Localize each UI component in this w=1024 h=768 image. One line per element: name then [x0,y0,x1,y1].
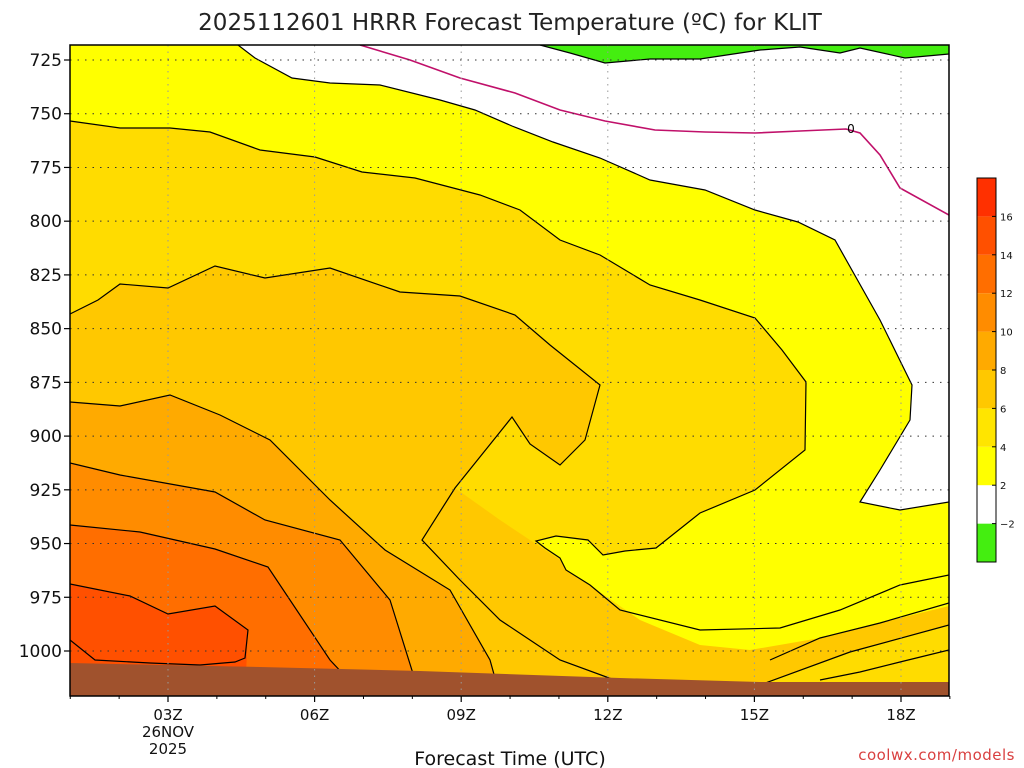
x-tick-label: 12Z [593,706,622,724]
colorbar-segment [977,216,996,255]
x-tick-label: 03Z [153,706,182,724]
zero-contour-label: 0 [847,122,855,136]
date-label-day: 26NOV [142,723,195,741]
date-label-year: 2025 [149,740,187,758]
x-tick-label: 18Z [886,706,915,724]
colorbar-label: 16 [1000,212,1013,223]
y-tick-label: 875 [30,373,62,393]
colorbar: −2 2 4 6 8 10 12 14 16 [976,177,1015,563]
colorbar-label: 4 [1000,443,1006,454]
colorbar-segment [977,370,996,409]
y-tick-label: 850 [30,320,62,340]
y-tick-label: 1000 [19,642,62,662]
y-tick-label: 800 [30,212,62,232]
plot-frame [69,44,950,697]
y-tick-label: 975 [30,588,62,608]
y-tick-label: 950 [30,535,62,555]
ground-surface [70,663,949,696]
x-axis-label: Forecast Time (UTC) [414,748,605,768]
y-tick-label: 825 [30,266,62,286]
colorbar-segment [977,485,996,524]
contour-lines [70,45,949,696]
colorbar-segment [977,408,996,447]
y-tick-label: 925 [30,481,62,501]
x-axis: 03Z 06Z 09Z 12Z 15Z 18Z [69,696,951,724]
temperature-field: 0 [70,45,949,696]
x-tick-label: 09Z [447,706,476,724]
colorbar-label: 14 [1000,251,1013,262]
colorbar-segment [977,178,996,217]
chart-title: 2025112601 HRRR Forecast Temperature (ºC… [198,10,823,36]
colorbar-label: 2 [1000,481,1006,492]
colorbar-label: 12 [1000,289,1013,300]
y-tick-label: 750 [30,105,62,125]
x-tick-label: 15Z [740,706,769,724]
band-below-m2 [540,45,949,63]
colorbar-label: 10 [1000,328,1013,339]
colorbar-segment [977,523,996,562]
y-tick-label: 900 [30,427,62,447]
x-tick-label: 06Z [300,706,329,724]
y-tick-label: 725 [30,51,62,71]
band-0-2 [238,45,949,510]
colorbar-segment [977,446,996,486]
colorbar-segment [977,293,996,332]
colorbar-label: 8 [1000,366,1006,377]
colorbar-label: 6 [1000,404,1006,415]
y-tick-label: 775 [30,158,62,178]
colorbar-label: −2 [1000,520,1015,531]
credit-link[interactable]: coolwx.com/models [858,746,1015,764]
zero-contour-line [359,45,949,216]
grid-lines [70,45,949,696]
colorbar-segment [977,254,996,294]
colorbar-segment [977,331,996,370]
band-2-4 [70,45,949,696]
y-axis: 725 750 775 800 825 850 875 900 925 950 975 1000 [19,51,70,662]
